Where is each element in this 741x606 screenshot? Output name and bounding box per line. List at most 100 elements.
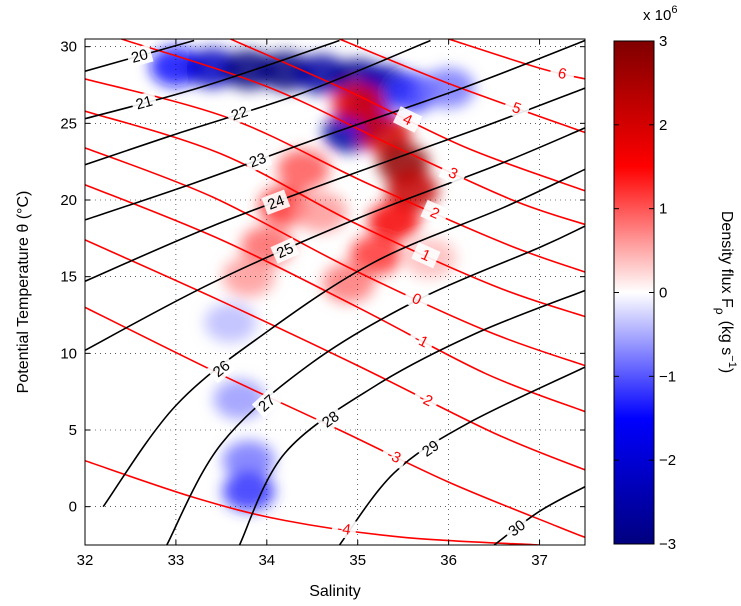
density-contour-label-bg <box>270 237 300 264</box>
density-contour-label-bg <box>261 189 291 215</box>
density-contour-label-group: 27 <box>251 388 282 418</box>
density-contour-label-bg <box>225 101 254 126</box>
flux-cell <box>222 471 275 512</box>
x-tick-label: 34 <box>258 552 275 569</box>
flux-cell <box>349 235 402 276</box>
density-contour-label-bg <box>251 388 282 418</box>
colorbar-label-main: Density flux F <box>718 211 735 308</box>
flux-cell <box>277 149 330 190</box>
density-contour-label-group: 28 <box>315 404 346 434</box>
spiciness-contour-label-group: 0 <box>402 285 432 313</box>
density-contour-label-group: 23 <box>243 147 273 173</box>
density-contour <box>102 168 585 508</box>
density-contour <box>238 289 585 545</box>
flux-cell <box>331 83 384 124</box>
density-contour <box>85 127 585 352</box>
x-axis: 32 33 34 35 36 37 <box>77 39 548 569</box>
spiciness-contour <box>85 183 585 413</box>
density-contour-label-bg <box>206 354 237 384</box>
y-tick-label: 25 <box>60 115 77 132</box>
density-contour-label-bg <box>315 404 346 434</box>
colorbar-multiplier-exp: 6 <box>671 4 677 16</box>
y-tick-label: 20 <box>60 192 77 209</box>
spiciness-contour-label-group: 2 <box>420 199 450 227</box>
colorbar-tick-label: 2 <box>659 117 667 134</box>
colorbar-label-units-end: ) <box>718 368 735 373</box>
flux-cell <box>386 170 439 211</box>
spiciness-contour-label-bg <box>438 160 468 187</box>
spiciness-contour <box>339 39 585 134</box>
spiciness-contour <box>85 147 585 367</box>
density-contour <box>493 485 585 545</box>
colorbar-tick-label: 0 <box>659 285 667 302</box>
density-contour-label-bg <box>243 147 273 173</box>
spiciness-contour-label-bg <box>406 326 437 354</box>
density-contour-label-bg <box>501 513 532 543</box>
colorbar-ticks: 3 2 1 0 −1 −2 −3 <box>614 33 676 553</box>
density-contour <box>166 225 585 545</box>
x-tick-label: 32 <box>77 552 94 569</box>
colorbar-tick-label: −3 <box>659 536 676 553</box>
density-contour-label-group: 29 <box>415 434 446 463</box>
flux-cell <box>204 302 257 343</box>
colorbar-tick-label: 3 <box>659 33 667 50</box>
spiciness-contour <box>85 459 540 545</box>
density-contour-label-group: 22 <box>225 101 254 126</box>
spiciness-contour-label-group: -4 <box>330 518 358 540</box>
x-tick-label: 36 <box>440 552 457 569</box>
spiciness-contour <box>85 239 585 471</box>
density-contour-label: 30 <box>505 517 529 541</box>
spiciness-contour-label-bg <box>502 95 532 121</box>
spiciness-contour-label-group: -2 <box>411 385 441 413</box>
spiciness-contour-label-group: -3 <box>379 442 409 470</box>
x-tick-label: 35 <box>349 552 366 569</box>
density-contour-label-group: 25 <box>270 237 300 264</box>
density-contour-label: 23 <box>247 150 268 172</box>
x-axis-label: Salinity <box>309 583 361 600</box>
colorbar-multiplier-base: x 10 <box>643 7 671 24</box>
density-contour-label: 20 <box>129 46 150 67</box>
flux-cell <box>222 440 275 481</box>
density-contour <box>85 87 585 283</box>
spiciness-contour-label-bg <box>330 518 358 540</box>
colorbar-tick-label: −2 <box>659 452 676 469</box>
spiciness-contour-label-bg <box>411 385 441 413</box>
flux-cell <box>295 192 348 233</box>
flux-cell <box>322 262 375 303</box>
flux-cell <box>222 256 275 297</box>
colorbar-tick-label: 1 <box>659 201 667 218</box>
grid <box>85 39 585 545</box>
spiciness-contour <box>85 110 585 318</box>
density-contour-label-group: 24 <box>261 189 291 215</box>
y-tick-label: 15 <box>60 269 77 286</box>
density-contour-label-group: 30 <box>501 513 532 543</box>
density-contour-label: 28 <box>319 408 343 432</box>
colorbar-label: Density flux Fρ (kg s−1) <box>713 211 738 373</box>
density-contour-label-group: 21 <box>130 90 159 115</box>
plot-frame <box>84 38 586 546</box>
spiciness-contour-label-bg <box>402 285 432 313</box>
colorbar-label-units-sup: −1 <box>726 355 738 368</box>
flux-cell <box>368 201 421 242</box>
y-tick-label: 5 <box>69 422 77 439</box>
density-contour-label-bg <box>415 434 446 463</box>
spiciness-contour <box>448 39 585 80</box>
spiciness-contour-label: -3 <box>384 446 403 467</box>
density-contour-label: 26 <box>210 357 234 381</box>
colorbar-label-sub: ρ <box>713 308 727 315</box>
spiciness-contour-label: -4 <box>336 520 352 539</box>
spiciness-contour-label-group: 1 <box>411 242 441 269</box>
colorbar: 3 2 1 0 −1 −2 −3 x 106 Density flux Fρ (kg s−1) <box>613 4 738 553</box>
spiciness-contour-label-bg <box>411 242 441 269</box>
density-contour-label: 24 <box>265 192 287 214</box>
spiciness-contour-label: 6 <box>556 65 568 83</box>
colorbar-label-units: (kg s <box>718 321 735 356</box>
spiciness-contour-label-group: 4 <box>392 106 423 133</box>
spiciness-contour-label-group: 6 <box>548 61 577 86</box>
density-contour-label: 21 <box>134 93 155 114</box>
spiciness-contour-label-group: 3 <box>438 160 468 187</box>
colorbar-multiplier: x 106 <box>643 4 677 24</box>
y-tick-label: 30 <box>60 39 77 56</box>
spiciness-contour <box>121 39 585 226</box>
